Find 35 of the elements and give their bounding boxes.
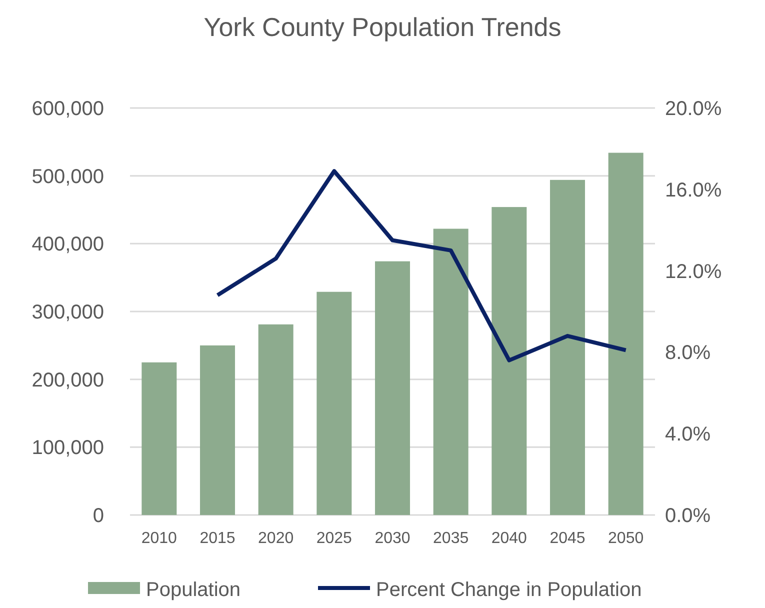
x-tick-label: 2015 xyxy=(200,530,236,547)
line-series xyxy=(216,169,628,362)
y-tick-label: 200,000 xyxy=(32,369,104,392)
y-tick-label: 600,000 xyxy=(32,98,104,120)
y2-tick-label: 0.0% xyxy=(665,505,711,527)
x-tick-label: 2050 xyxy=(608,530,644,547)
y-tick-label: 400,000 xyxy=(32,234,104,256)
bar xyxy=(258,324,294,515)
bar xyxy=(550,180,585,515)
y2-tick-label: 16.0% xyxy=(665,179,722,202)
y2-tick-label: 12.0% xyxy=(665,260,722,283)
bar xyxy=(200,345,235,515)
chart-title: York County Population Trends xyxy=(204,12,562,42)
x-tick-label: 2010 xyxy=(141,530,178,547)
y2-tick-label: 8.0% xyxy=(665,342,711,364)
y-tick-label: 300,000 xyxy=(32,302,104,324)
x-tick-label: 2020 xyxy=(258,530,294,547)
x-tick-label: 2045 xyxy=(550,530,586,547)
y-tick-label: 100,000 xyxy=(32,437,104,460)
y2-tick-label: 20.0% xyxy=(665,98,722,120)
legend-label: Percent Change in Population xyxy=(376,579,642,601)
bar xyxy=(142,362,177,515)
x-tick-label: 2040 xyxy=(491,530,528,547)
x-tick-label: 2030 xyxy=(374,530,410,547)
y-tick-label: 500,000 xyxy=(32,166,104,188)
x-tick-label: 2025 xyxy=(316,530,352,547)
bar xyxy=(433,228,468,515)
legend-label: Population xyxy=(146,579,241,601)
bar xyxy=(608,152,644,515)
bar xyxy=(375,261,410,515)
bar xyxy=(492,207,527,515)
x-tick-label: 2035 xyxy=(433,530,469,547)
bar xyxy=(316,292,352,515)
y2-tick-label: 4.0% xyxy=(665,424,711,446)
y-tick-label: 0 xyxy=(92,505,104,527)
